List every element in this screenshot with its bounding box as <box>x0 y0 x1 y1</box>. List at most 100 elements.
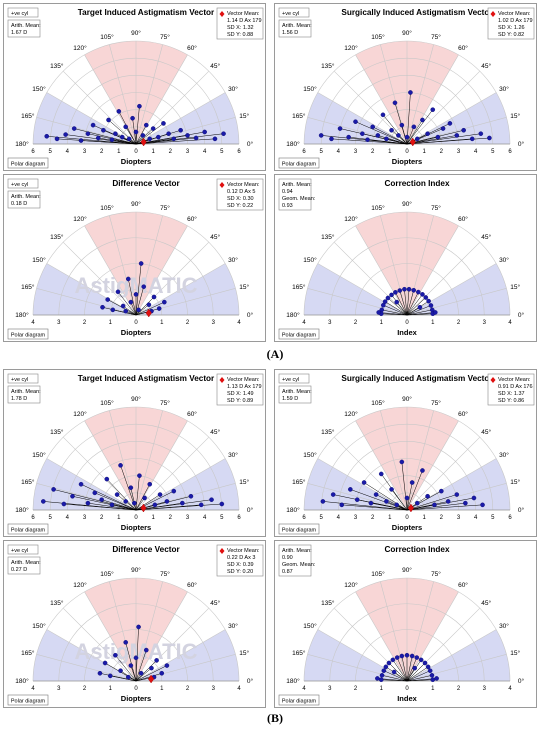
polar-chart-panel: 0° 15° 30° 45° 60° 75° 90° 105° 120° 135° 150° 165°… <box>274 369 537 537</box>
data-point <box>71 126 77 131</box>
angle-tick-label: 90° <box>402 566 412 574</box>
radial-tick-label: 3 <box>212 686 216 692</box>
data-point <box>133 292 139 297</box>
radial-tick-label: 4 <box>474 515 478 521</box>
data-point <box>146 302 152 307</box>
vector-line <box>381 675 408 682</box>
angle-tick-label: 30° <box>228 85 238 93</box>
data-point <box>423 295 429 300</box>
data-point <box>138 670 144 676</box>
radial-tick-label: 2 <box>371 515 375 521</box>
vector-line <box>406 294 423 316</box>
vector-line <box>406 312 436 316</box>
radial-tick-label: 2 <box>169 149 173 155</box>
angle-tick-label: 150° <box>32 622 46 630</box>
radial-tick-label: 0 <box>134 686 138 692</box>
chart-title: Target Induced Astigmatism Vector <box>78 374 215 383</box>
data-point <box>133 129 139 135</box>
angle-tick-label: 30° <box>499 451 509 459</box>
grid-spoke <box>333 436 408 511</box>
angle-tick-label: 180° <box>15 677 29 685</box>
arith-mean-box <box>278 19 312 38</box>
with-the-rule-band <box>33 629 136 681</box>
grid-spoke <box>355 420 408 511</box>
data-point <box>113 131 118 136</box>
angle-tick-label: 135° <box>321 428 335 436</box>
data-point <box>118 668 123 673</box>
data-point <box>137 103 142 109</box>
data-point <box>378 677 384 683</box>
data-point <box>408 90 413 95</box>
radial-tick-label: 4 <box>66 149 70 155</box>
vector-line <box>406 657 418 682</box>
data-point <box>389 487 394 492</box>
polar-diagram-button[interactable]: Polar diagram <box>7 694 49 706</box>
vector-mean-box <box>216 544 264 577</box>
vector-line <box>406 119 423 145</box>
polar-diagram-button[interactable]: Polar diagram <box>278 523 320 535</box>
vector-line <box>106 478 137 511</box>
radial-tick-label: 3 <box>328 686 332 692</box>
angle-tick-label: 15° <box>239 649 249 657</box>
vector-line <box>406 497 474 511</box>
angle-tick-label: 60° <box>187 410 197 418</box>
angle-tick-label: 165° <box>292 283 306 291</box>
data-point <box>389 292 394 298</box>
vector-line <box>386 138 408 145</box>
section-label: (B) <box>267 711 283 725</box>
angle-tick-label: 165° <box>21 283 35 291</box>
polar-diagram-button[interactable]: Polar diagram <box>278 157 320 169</box>
angle-tick-label: 105° <box>371 570 385 578</box>
radial-tick-label: 1 <box>117 149 121 155</box>
angle-tick-label: 135° <box>50 599 64 607</box>
data-point <box>392 100 398 106</box>
angle-tick-label: 90° <box>131 395 141 403</box>
grid-spoke <box>307 117 408 145</box>
vector-line <box>331 138 408 145</box>
vector-line <box>406 109 433 145</box>
polar-diagram-button-label: Polar diagram <box>11 528 46 534</box>
vector-line <box>135 494 161 511</box>
vector-line <box>53 489 137 511</box>
polar-chart-svg: 0° 15° 30° 45° 60° 75° 90° 105° 120° 135° 150° 165°… <box>278 373 535 535</box>
data-point <box>171 136 177 142</box>
vector-line <box>122 305 137 316</box>
angle-tick-label: 0° <box>247 311 254 319</box>
grid-spoke <box>406 654 507 682</box>
radial-tick-label: 1 <box>151 149 155 155</box>
polar-diagram-button[interactable]: Polar diagram <box>278 694 320 706</box>
radial-tick-label: 4 <box>337 515 341 521</box>
vector-mean-legend-icon <box>219 548 225 554</box>
vector-line <box>406 297 426 316</box>
polar-diagram-button[interactable]: Polar diagram <box>7 523 49 535</box>
vector-mean-marker <box>407 503 414 513</box>
vector-line <box>406 470 423 511</box>
vector-mean-text: Vector Mean: <box>498 11 531 17</box>
vector-line <box>65 134 137 145</box>
angle-tick-label: 15° <box>510 112 520 120</box>
polar-diagram-button-label: Polar diagram <box>282 162 317 168</box>
polar-diagram-button-box <box>278 523 320 535</box>
data-point <box>92 490 98 496</box>
radial-tick-label: 4 <box>508 320 512 326</box>
vector-line <box>111 504 137 511</box>
vector-line <box>393 671 408 682</box>
vector-line <box>395 292 408 316</box>
vector-line <box>363 482 408 511</box>
with-the-rule-band <box>136 92 239 144</box>
vector-line <box>80 484 137 511</box>
data-point <box>337 126 343 131</box>
data-point <box>381 302 386 308</box>
polar-diagram-button[interactable]: Polar diagram <box>278 328 320 340</box>
polar-diagram-button[interactable]: Polar diagram <box>7 157 49 169</box>
angle-tick-label: 150° <box>32 451 46 459</box>
vector-mean-legend-icon <box>490 377 496 383</box>
vector-line <box>111 139 137 145</box>
angle-tick-label: 150° <box>32 85 46 93</box>
data-point <box>432 502 437 508</box>
data-point <box>219 501 225 507</box>
grid-spoke <box>406 458 497 511</box>
grid-spoke <box>406 44 434 145</box>
data-point <box>425 493 430 499</box>
polar-diagram-button[interactable]: Polar diagram <box>7 328 49 340</box>
